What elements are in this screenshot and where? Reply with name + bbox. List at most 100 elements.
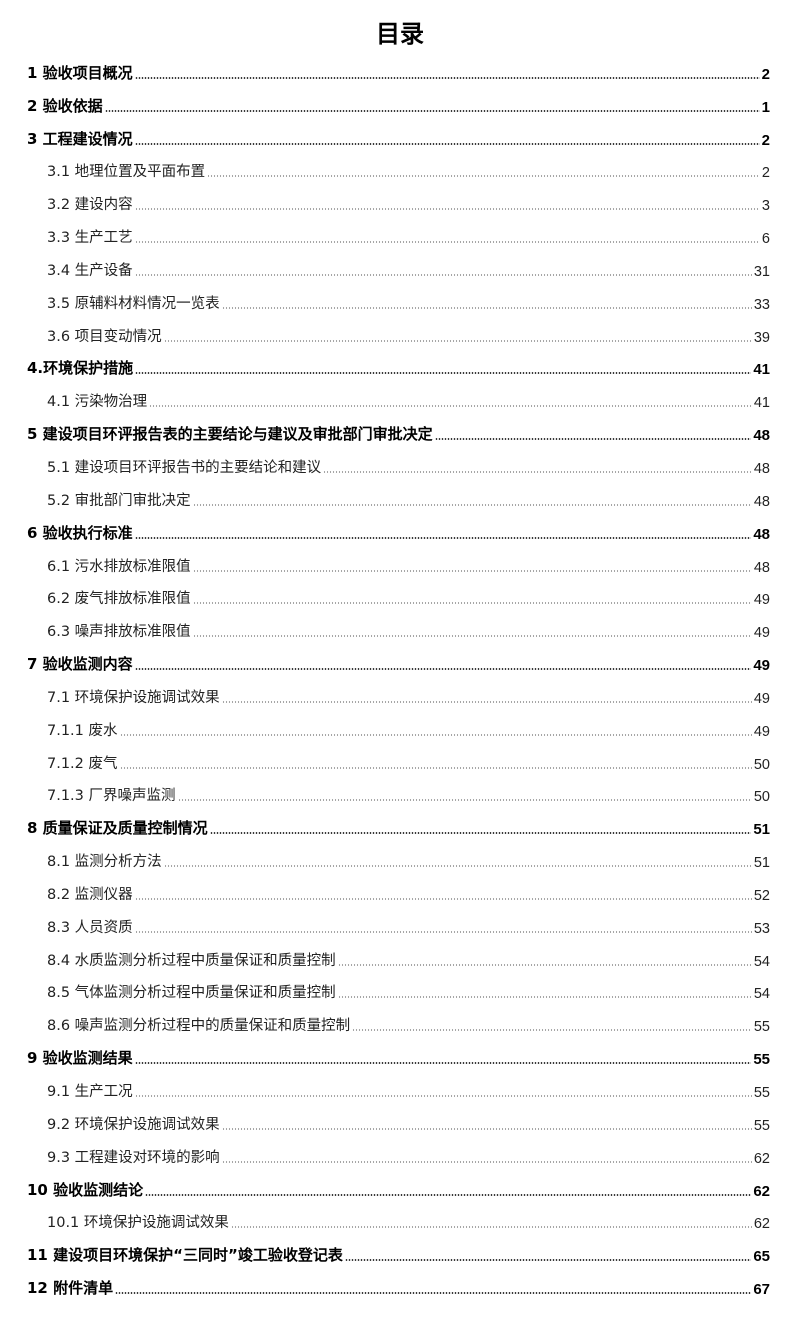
toc-entry-page: 49 (753, 657, 770, 675)
toc-entry-page: 1 (761, 98, 770, 116)
toc-entry[interactable]: 2 验收依据 1 (0, 89, 800, 122)
toc-entry[interactable]: 8.3 人员资质 53 (0, 910, 800, 943)
dot-leader (135, 372, 752, 375)
toc-entry[interactable]: 3 工程建设情况 2 (0, 122, 800, 155)
toc-entry-label: 1 验收项目概况 (27, 63, 133, 82)
dot-leader (221, 1127, 752, 1130)
toc-entry[interactable]: 6.2 废气排放标准限值 49 (0, 582, 800, 615)
toc-entry[interactable]: 4.环境保护措施 41 (0, 352, 800, 385)
toc-entry[interactable]: 5 建设项目环评报告表的主要结论与建议及审批部门审批决定 48 (0, 417, 800, 450)
toc-entry[interactable]: 11 建设项目环境保护“三同时”竣工验收登记表 65 (0, 1238, 800, 1271)
toc-entry[interactable]: 6 验收执行标准 48 (0, 516, 800, 549)
toc-entry-page: 55 (753, 1019, 770, 1036)
toc-entry-label: 7.1 环境保护设施调试效果 (47, 689, 220, 706)
toc-entry-label: 8.4 水质监测分析过程中质量保证和质量控制 (47, 952, 336, 969)
toc-entry[interactable]: 3.6 项目变动情况 39 (0, 319, 800, 352)
toc-entry-label: 3.6 项目变动情况 (47, 328, 162, 345)
toc-entry[interactable]: 8 质量保证及质量控制情况 51 (0, 811, 800, 844)
toc-entry-label: 3.4 生产设备 (47, 262, 133, 279)
toc-entry-label: 2 验收依据 (27, 96, 103, 115)
toc-entry-page: 55 (753, 1117, 770, 1134)
dot-leader (207, 175, 760, 178)
toc-entry[interactable]: 4.1 污染物治理 41 (0, 384, 800, 417)
toc-entry[interactable]: 8.4 水质监测分析过程中质量保证和质量控制 54 (0, 943, 800, 976)
toc-entry[interactable]: 3.5 原辅料材料情况一览表 33 (0, 286, 800, 319)
toc-entry[interactable]: 3.2 建设内容 3 (0, 187, 800, 220)
toc-entry[interactable]: 5.1 建设项目环评报告书的主要结论和建议 48 (0, 450, 800, 483)
dot-leader (134, 1062, 752, 1065)
toc-entry-page: 62 (753, 1182, 770, 1200)
dot-leader (134, 142, 760, 145)
toc-entry[interactable]: 7.1.2 废气 50 (0, 746, 800, 779)
toc-entry[interactable]: 3.1 地理位置及平面布置 2 (0, 155, 800, 188)
dot-leader (134, 208, 760, 211)
dot-leader (119, 733, 752, 736)
toc-entry-page: 48 (753, 559, 770, 576)
toc-entry-label: 8 质量保证及质量控制情况 (27, 819, 208, 838)
dot-leader (134, 536, 752, 539)
toc-entry[interactable]: 8.6 噪声监测分析过程中的质量保证和质量控制 55 (0, 1008, 800, 1041)
toc-entry-page: 48 (753, 427, 770, 445)
toc-entry-page: 53 (753, 920, 770, 937)
dot-leader (134, 1095, 752, 1097)
toc-entry-label: 12 附件清单 (27, 1279, 114, 1298)
dot-leader (192, 569, 752, 572)
toc-entry-label: 7.1.2 废气 (47, 755, 118, 772)
dot-leader (145, 1193, 752, 1196)
dot-leader (352, 1029, 752, 1032)
dot-leader (221, 700, 752, 703)
toc-entry-page: 52 (753, 887, 770, 904)
dot-leader (134, 273, 752, 276)
dot-leader (163, 339, 752, 342)
dot-leader (323, 470, 752, 473)
toc-entry-page: 49 (753, 592, 770, 609)
dot-leader (221, 306, 752, 309)
toc-entry[interactable]: 10.1 环境保护设施调试效果 62 (0, 1206, 800, 1239)
dot-leader (177, 799, 752, 802)
toc-entry-page: 49 (753, 723, 770, 740)
toc-entry[interactable]: 9.2 环境保护设施调试效果 55 (0, 1107, 800, 1140)
dot-leader (134, 76, 760, 79)
toc-entry[interactable]: 6.1 污水排放标准限值 48 (0, 549, 800, 582)
toc-entry-label: 3.2 建设内容 (47, 197, 133, 214)
toc-entry-page: 3 (761, 198, 770, 215)
toc-entry[interactable]: 8.2 监测仪器 52 (0, 877, 800, 910)
toc-entry-label: 8.2 监测仪器 (47, 886, 133, 903)
toc-entry-page: 51 (753, 855, 770, 872)
toc-entry[interactable]: 7.1.3 厂界噪声监测 50 (0, 779, 800, 812)
toc-entry-page: 54 (753, 986, 770, 1003)
toc-entry-page: 48 (753, 525, 770, 543)
toc-entry-page: 39 (753, 329, 770, 346)
toc-entry[interactable]: 3.4 生产设备 31 (0, 253, 800, 286)
dot-leader (134, 241, 760, 244)
toc-entry[interactable]: 7.1.1 废水 49 (0, 713, 800, 746)
toc-entry-page: 55 (753, 1085, 770, 1101)
toc-entry-page: 6 (761, 231, 770, 248)
dot-leader (230, 1226, 752, 1229)
toc-entry-page: 48 (753, 493, 770, 510)
toc-entry[interactable]: 7 验收监测内容 49 (0, 647, 800, 680)
dot-leader (344, 1259, 752, 1262)
toc-entry[interactable]: 3.3 生产工艺 6 (0, 220, 800, 253)
toc-entry-label: 8.5 气体监测分析过程中质量保证和质量控制 (47, 985, 336, 1002)
dot-leader (104, 109, 760, 112)
toc-entry[interactable]: 5.2 审批部门审批决定 48 (0, 483, 800, 516)
toc-entry[interactable]: 9.3 工程建设对环境的影响 62 (0, 1140, 800, 1173)
dot-leader (134, 930, 752, 933)
toc-entry-label: 3 工程建设情况 (27, 129, 133, 148)
toc-entry[interactable]: 7.1 环境保护设施调试效果 49 (0, 680, 800, 713)
dot-leader (115, 1292, 752, 1295)
toc-entry[interactable]: 8.1 监测分析方法 51 (0, 844, 800, 877)
toc-entry[interactable]: 8.5 气体监测分析过程中质量保证和质量控制 54 (0, 976, 800, 1009)
toc-entry[interactable]: 9 验收监测结果 55 (0, 1041, 800, 1074)
toc-entry-label: 5.1 建设项目环评报告书的主要结论和建议 (47, 459, 322, 476)
toc-entry[interactable]: 6.3 噪声排放标准限值 49 (0, 614, 800, 647)
toc-entry[interactable]: 1 验收项目概况 2 (0, 56, 800, 89)
toc-entry[interactable]: 9.1 生产工况 55 (0, 1074, 800, 1107)
toc-entry[interactable]: 12 附件清单 67 (0, 1271, 800, 1304)
toc-entry-page: 62 (753, 1216, 770, 1233)
toc-entry[interactable]: 10 验收监测结论 62 (0, 1173, 800, 1206)
dot-leader (163, 865, 752, 868)
toc-entry-label: 9.3 工程建设对环境的影响 (47, 1149, 220, 1166)
toc-entry-page: 49 (753, 625, 770, 642)
